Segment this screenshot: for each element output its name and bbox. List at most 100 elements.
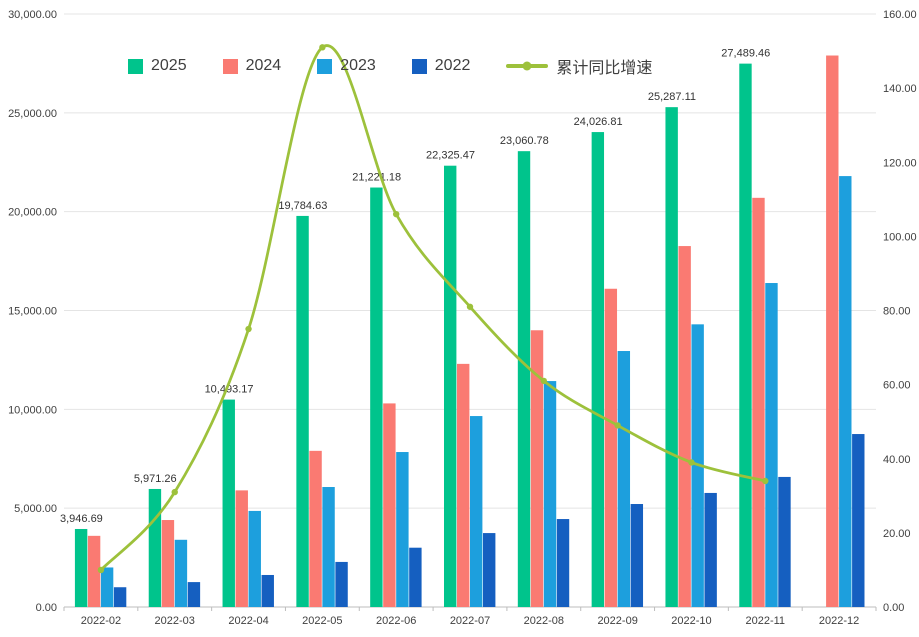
legend-swatch-2023 bbox=[317, 58, 333, 74]
x-axis-label: 2022-11 bbox=[745, 615, 785, 627]
bar-data-label: 21,221.18 bbox=[352, 172, 401, 184]
chart-legend: 2025 2024 2023 2022 累计同比增速 bbox=[128, 54, 652, 78]
right-axis-label: 100.00 bbox=[883, 231, 917, 243]
bar-2023-2022-07[interactable] bbox=[470, 416, 483, 607]
bar-data-label: 23,060.78 bbox=[500, 135, 549, 147]
bar-2024-2022-08[interactable] bbox=[530, 330, 544, 607]
left-axis-label: 20,000.00 bbox=[8, 207, 57, 219]
line-marker[interactable] bbox=[540, 377, 548, 385]
bar-2023-2022-12[interactable] bbox=[839, 176, 852, 607]
bar-2025-2022-03[interactable] bbox=[148, 488, 162, 607]
bar-2024-2022-06[interactable] bbox=[383, 403, 396, 607]
bar-2023-2022-06[interactable] bbox=[396, 452, 409, 607]
x-axis-label: 2022-02 bbox=[81, 615, 121, 627]
bar-2022-2022-02[interactable] bbox=[113, 587, 127, 607]
bar-2024-2022-02[interactable] bbox=[87, 535, 101, 607]
line-marker[interactable] bbox=[688, 459, 695, 466]
bar-2025-2022-11[interactable] bbox=[739, 63, 752, 608]
right-axis-label: 160.00 bbox=[883, 9, 917, 21]
bar-2023-2022-03[interactable] bbox=[174, 539, 188, 607]
bar-2024-2022-10[interactable] bbox=[678, 246, 691, 607]
right-axis-label: 20.00 bbox=[883, 528, 911, 540]
bar-2022-2022-05[interactable] bbox=[335, 561, 348, 607]
line-marker[interactable] bbox=[762, 477, 769, 485]
left-axis-label: 15,000.00 bbox=[8, 306, 57, 318]
bar-2024-2022-12[interactable] bbox=[826, 55, 839, 607]
legend-label-2022: 2022 bbox=[434, 57, 471, 74]
bar-2024-2022-07[interactable] bbox=[457, 363, 470, 607]
legend-label-growth-line: 累计同比增速 bbox=[556, 60, 653, 77]
bar-2023-2022-11[interactable] bbox=[765, 283, 778, 607]
bar-2022-2022-08[interactable] bbox=[556, 519, 570, 607]
legend-swatch-2022 bbox=[411, 58, 427, 74]
right-axis-label: 40.00 bbox=[883, 454, 911, 466]
x-axis-label: 2022-08 bbox=[524, 615, 564, 627]
bar-2022-2022-09[interactable] bbox=[630, 504, 644, 607]
x-axis-label: 2022-06 bbox=[376, 615, 416, 627]
left-axis-label: 10,000.00 bbox=[8, 404, 57, 416]
line-marker[interactable] bbox=[245, 325, 252, 333]
right-axis-label: 0.00 bbox=[883, 602, 904, 614]
legend-item-2025[interactable]: 2025 bbox=[128, 57, 187, 75]
bar-2022-2022-07[interactable] bbox=[483, 533, 496, 607]
growth-line[interactable] bbox=[99, 44, 767, 572]
bar-2023-2022-02[interactable] bbox=[100, 567, 114, 607]
bar-2025-2022-04[interactable] bbox=[222, 399, 235, 607]
bar-2023-2022-05[interactable] bbox=[322, 487, 335, 607]
bar-2022-2022-03[interactable] bbox=[187, 582, 201, 607]
line-marker[interactable] bbox=[614, 422, 621, 429]
left-axis-label: 5,000.00 bbox=[14, 503, 57, 515]
bar-2024-2022-05[interactable] bbox=[309, 450, 322, 607]
bar-2022-2022-12[interactable] bbox=[852, 434, 865, 607]
legend-swatch-2024 bbox=[222, 58, 238, 74]
right-axis-label: 60.00 bbox=[883, 380, 911, 392]
bar-2024-2022-03[interactable] bbox=[161, 520, 175, 607]
bar-2024-2022-04[interactable] bbox=[235, 490, 248, 607]
bar-2025-2022-05[interactable] bbox=[296, 215, 309, 607]
bar-2025-2022-07[interactable] bbox=[444, 165, 457, 607]
bar-2025-2022-09[interactable] bbox=[591, 132, 605, 607]
legend-label-2025: 2025 bbox=[151, 57, 187, 74]
left-axis-label: 30,000.00 bbox=[8, 9, 57, 21]
bar-data-label: 3,946.69 bbox=[60, 513, 103, 525]
left-axis-label: 25,000.00 bbox=[8, 108, 57, 120]
x-axis-label: 2022-04 bbox=[228, 615, 268, 627]
bar-2022-2022-10[interactable] bbox=[704, 492, 717, 607]
legend-swatch-2025 bbox=[128, 58, 143, 74]
bar-2025-2022-10[interactable] bbox=[665, 107, 678, 607]
bar-2023-2022-04[interactable] bbox=[248, 510, 261, 607]
bar-2024-2022-11[interactable] bbox=[752, 197, 765, 607]
x-axis-label: 2022-12 bbox=[819, 615, 859, 627]
line-marker[interactable] bbox=[171, 488, 178, 496]
bar-data-label: 22,325.47 bbox=[426, 150, 475, 162]
bar-2025-2022-08[interactable] bbox=[517, 151, 531, 607]
bar-2023-2022-09[interactable] bbox=[617, 351, 631, 607]
bar-2025-2022-06[interactable] bbox=[370, 187, 383, 607]
bar-data-label: 5,971.26 bbox=[134, 473, 177, 485]
legend-label-2023: 2023 bbox=[340, 57, 376, 74]
x-axis-label: 2022-03 bbox=[155, 615, 195, 627]
right-axis-label: 80.00 bbox=[883, 306, 911, 318]
line-marker[interactable] bbox=[319, 44, 326, 51]
bar-2024-2022-09[interactable] bbox=[604, 288, 618, 607]
legend-label-2024: 2024 bbox=[245, 57, 282, 74]
bar-2022-2022-04[interactable] bbox=[261, 574, 274, 607]
bar-2022-2022-11[interactable] bbox=[778, 476, 791, 607]
line-marker[interactable] bbox=[466, 303, 474, 310]
bar-data-label: 24,026.81 bbox=[574, 116, 623, 128]
bar-2022-2022-06[interactable] bbox=[409, 547, 422, 607]
legend-item-growth-line[interactable]: 累计同比增速 bbox=[506, 54, 652, 78]
legend-item-2022[interactable]: 2022 bbox=[411, 57, 471, 75]
line-marker[interactable] bbox=[97, 566, 105, 574]
bar-2025-2022-02[interactable] bbox=[74, 528, 88, 607]
x-axis-label: 2022-07 bbox=[450, 615, 490, 627]
line-marker[interactable] bbox=[392, 210, 400, 218]
legend-item-2024[interactable]: 2024 bbox=[222, 57, 282, 75]
x-axis-label: 2022-09 bbox=[597, 615, 637, 627]
legend-item-2023[interactable]: 2023 bbox=[317, 57, 376, 75]
bar-data-label: 27,489.46 bbox=[721, 48, 770, 60]
bar-2023-2022-08[interactable] bbox=[543, 381, 557, 607]
left-axis-label: 0.00 bbox=[36, 602, 57, 614]
